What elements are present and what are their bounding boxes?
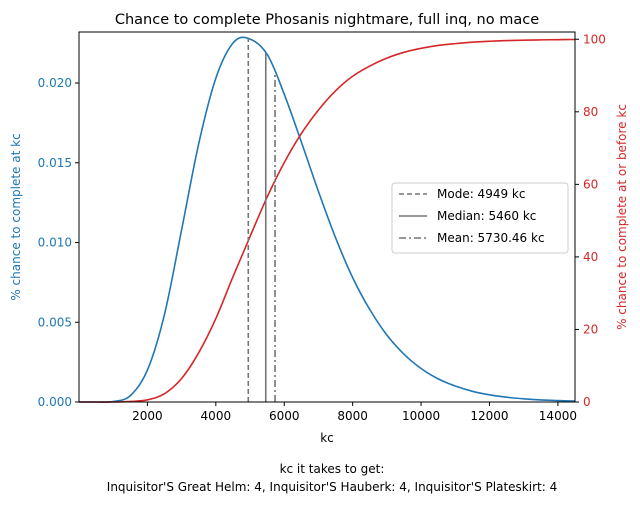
y-left-tick-label: 0.005	[38, 315, 72, 329]
plot-area	[78, 36, 576, 403]
chart-title: Chance to complete Phosanis nightmare, f…	[115, 12, 539, 28]
y-right-tick-label: 100	[583, 32, 606, 46]
series-line-pmf	[78, 36, 576, 403]
plot-frame	[78, 31, 576, 403]
annotation-line-2: Inquisitor'S Great Helm: 4, Inquisitor'S…	[107, 480, 557, 494]
y-right-axis-label: % chance to complete at or before kc	[615, 104, 629, 330]
y-axis-left: 0.000 0.005 0.010 0.015 0.020	[38, 76, 79, 409]
y-left-tick-label: 0.010	[38, 236, 72, 250]
x-tick-label: 12000	[470, 409, 508, 423]
x-tick-label: 8000	[337, 409, 368, 423]
legend-label-median: Median: 5460 kc	[437, 209, 536, 223]
x-tick-label: 10000	[402, 409, 440, 423]
x-axis-label: kc	[320, 431, 334, 445]
x-tick-label: 6000	[269, 409, 300, 423]
y-right-tick-label: 0	[583, 395, 591, 409]
legend-label-mode: Mode: 4949 kc	[437, 187, 525, 201]
legend-frame	[391, 182, 569, 254]
series-line-cdf	[79, 38, 576, 403]
y-left-tick-label: 0.020	[38, 76, 72, 90]
x-tick-label: 14000	[539, 409, 577, 423]
y-left-tick-label: 0.015	[38, 156, 72, 170]
y-right-tick-label: 60	[583, 177, 598, 191]
annotation-line-1: kc it takes to get:	[280, 462, 385, 476]
x-tick-label: 2000	[132, 409, 163, 423]
legend-label-mean: Mean: 5730.46 kc	[437, 231, 545, 245]
y-left-axis-label: % chance to complete at kc	[9, 133, 23, 300]
x-axis: 2000 4000 6000 8000 10000 12000 14000	[132, 402, 577, 423]
y-right-tick-label: 40	[583, 250, 598, 264]
x-tick-label: 4000	[201, 409, 232, 423]
y-right-tick-label: 80	[583, 105, 598, 119]
y-right-tick-label: 20	[583, 322, 598, 336]
y-axis-right: 0 20 40 60 80 100	[575, 32, 606, 409]
legend: Mode: 4949 kc Median: 5460 kc Mean: 5730…	[391, 182, 569, 254]
y-left-tick-label: 0.000	[38, 395, 72, 409]
